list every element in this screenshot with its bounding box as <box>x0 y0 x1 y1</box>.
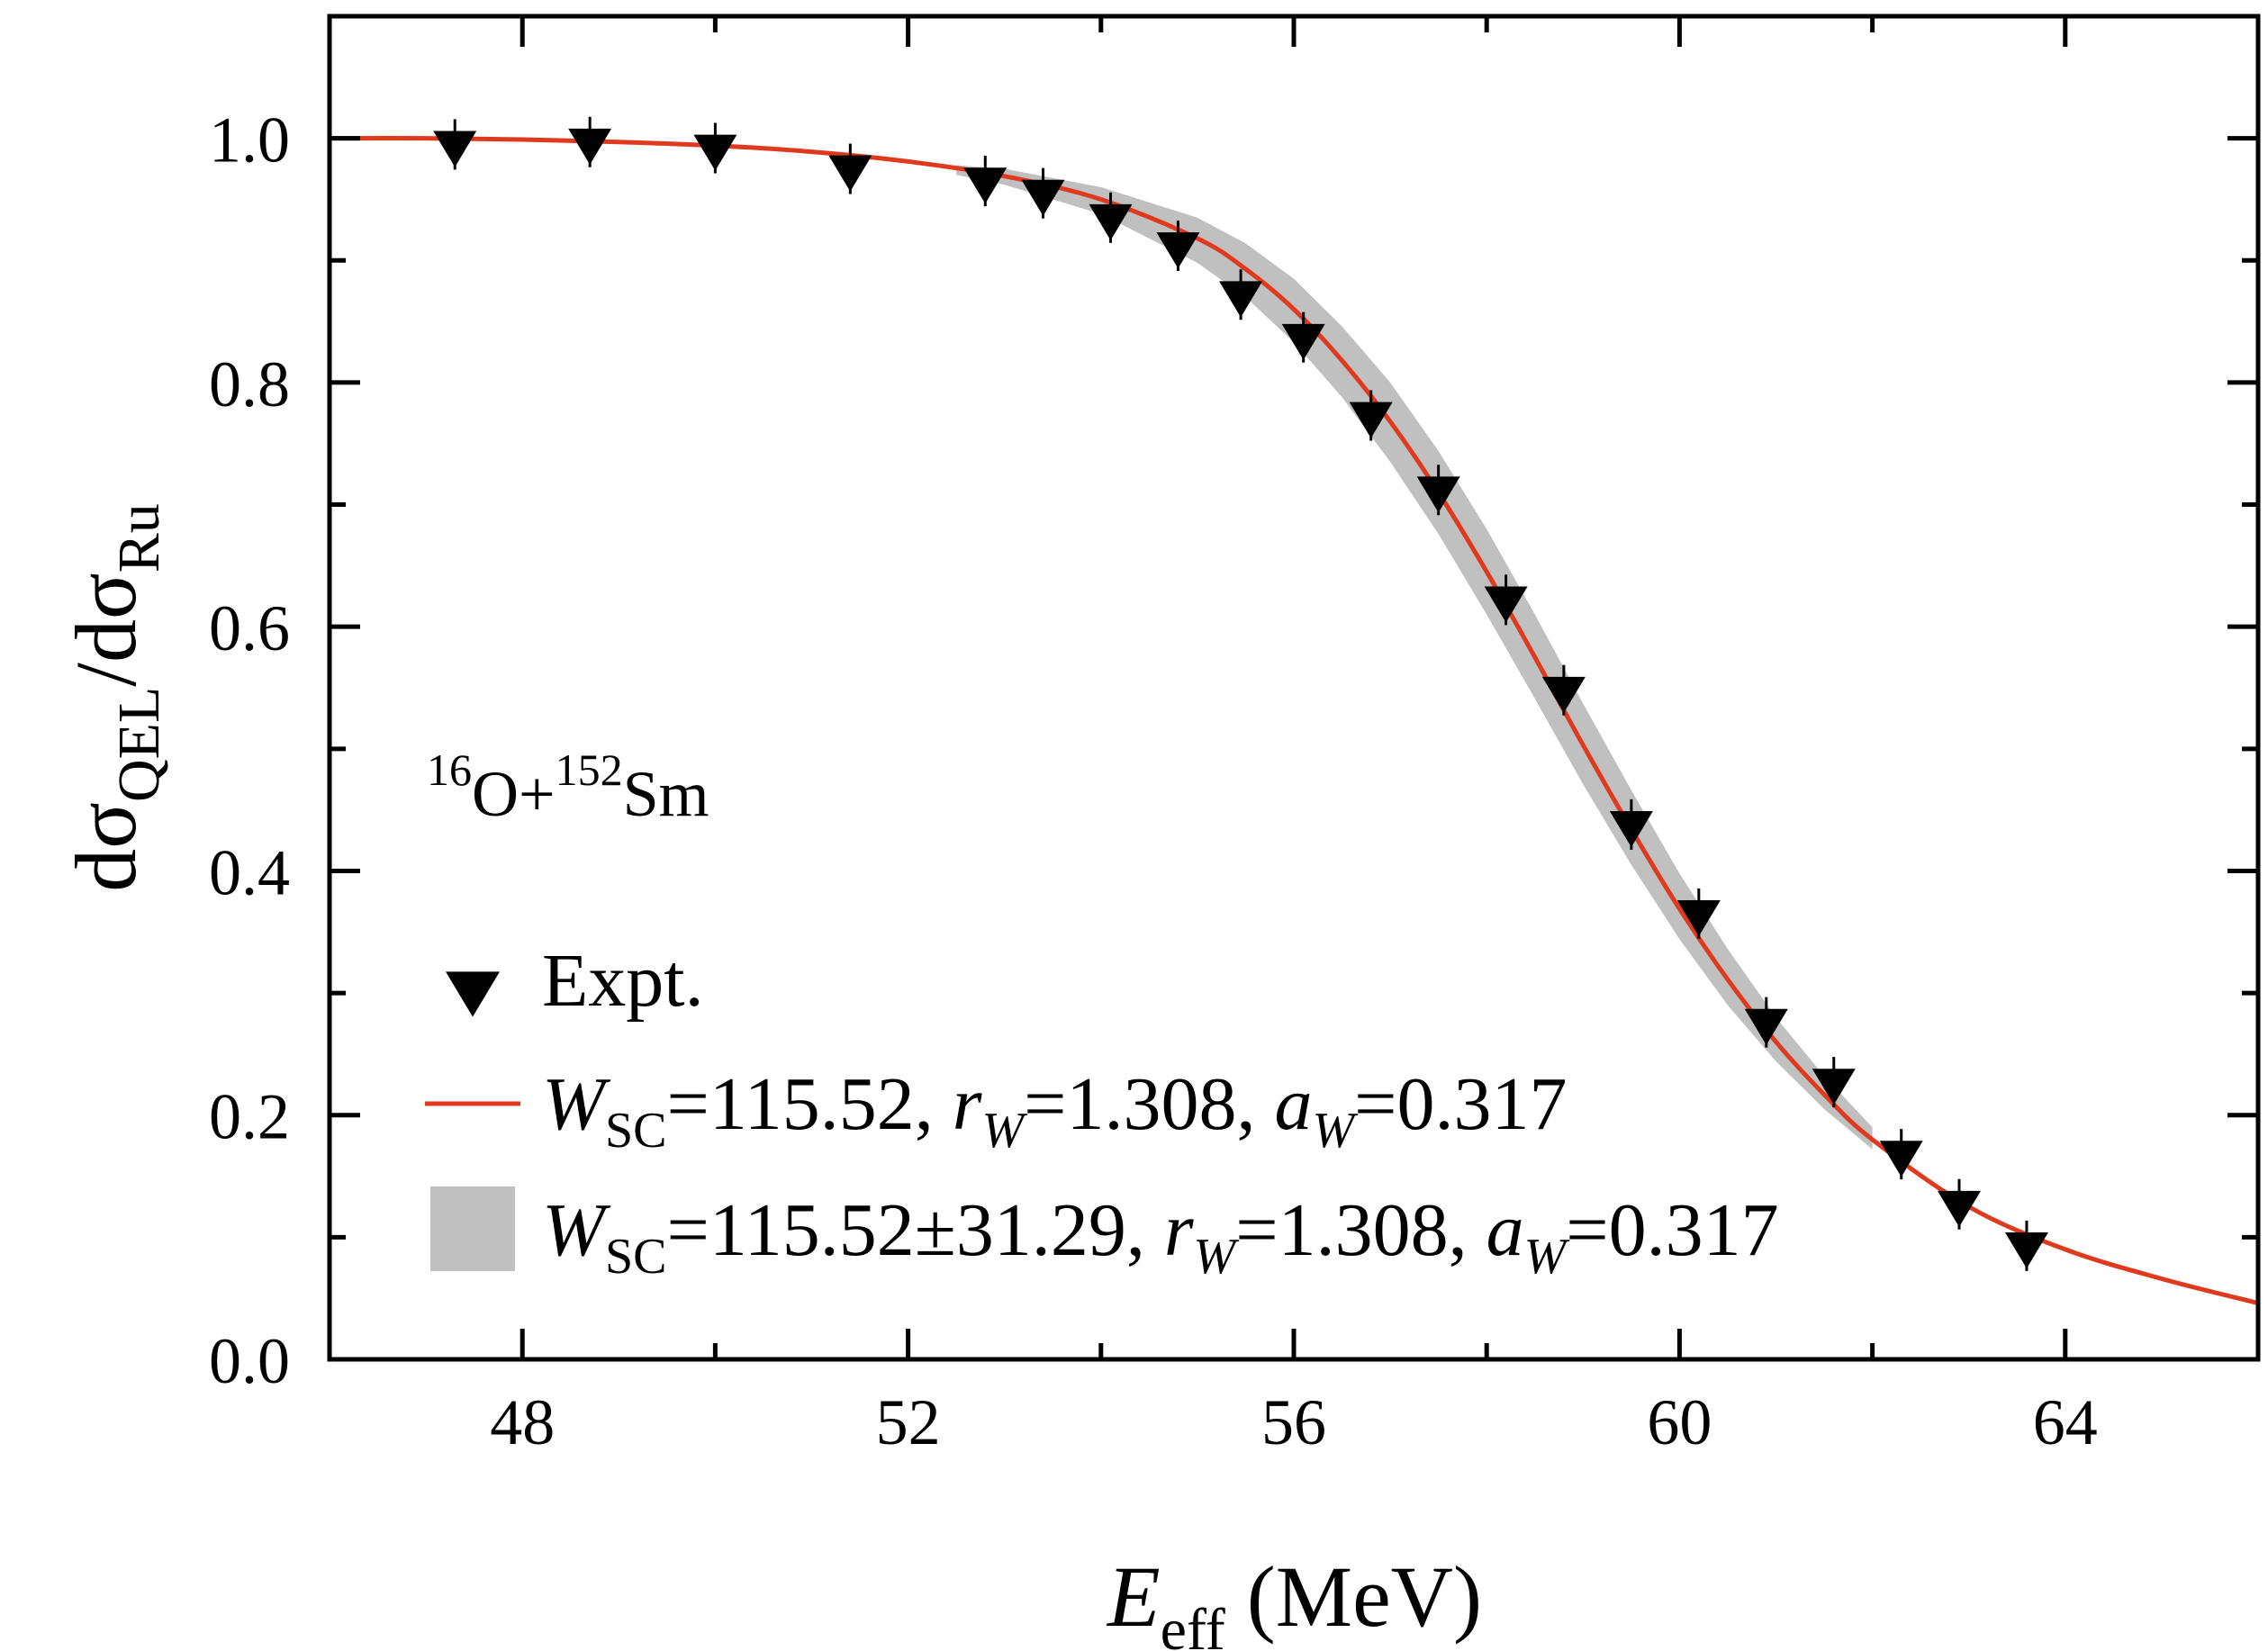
legend-fit-W: W <box>542 1062 611 1146</box>
legend-fit-r-val: =1.308, <box>1024 1062 1274 1146</box>
reaction-annotation: 16O+152Sm <box>427 744 709 830</box>
expt-point <box>963 167 1007 204</box>
legend-fit-r: r <box>953 1062 982 1146</box>
legend-band-label: WSC=115.52±31.29, rW=1.308, aW=0.317 <box>542 1188 1779 1285</box>
expt-point <box>1089 203 1133 240</box>
legend-fit-a: a <box>1274 1062 1312 1146</box>
y-axis-label-part2: /dσ <box>58 573 154 686</box>
x-tick-label: 64 <box>2033 1386 2098 1458</box>
expt-point <box>1156 232 1200 269</box>
legend-fit-label: WSC=115.52, rW=1.308, aW=0.317 <box>542 1062 1568 1159</box>
legend-band-W: W <box>542 1188 611 1272</box>
expt-point <box>1349 401 1393 438</box>
projectile-mass: 16 <box>427 744 472 795</box>
tick-layer: 48 52 56 60 64 0.0 0.2 0.4 0.6 0.8 1.0 <box>209 14 2261 1458</box>
x-tick-label: 48 <box>490 1386 555 1458</box>
x-axis-label-main: E <box>1106 1548 1161 1645</box>
legend-band-W-sub: SC <box>605 1229 667 1285</box>
expt-point <box>1416 476 1460 513</box>
fit-line-layer <box>330 136 2258 1306</box>
legend-fit-a-sub: W <box>1312 1103 1358 1159</box>
expt-point <box>1879 1141 1923 1177</box>
target-symbol: Sm <box>623 758 709 830</box>
expt-marker-layer <box>433 116 2048 1271</box>
expt-point <box>2004 1231 2048 1269</box>
legend-band-swatch <box>430 1186 515 1271</box>
y-tick-label: 1.0 <box>209 104 290 176</box>
y-axis-label-group: dσQEL/dσRu <box>58 503 172 892</box>
y-tick-label: 0.0 <box>209 1325 290 1397</box>
x-tick-label: 60 <box>1647 1386 1712 1458</box>
legend-expt-marker <box>446 971 500 1017</box>
legend-fit-W-val: =115.52, <box>666 1062 952 1146</box>
expt-point <box>1744 1008 1788 1045</box>
x-tick-label: 56 <box>1261 1386 1326 1458</box>
expt-point <box>1219 281 1263 318</box>
x-axis-label-sub: eff <box>1161 1597 1225 1651</box>
expt-point <box>828 155 872 192</box>
fit-line <box>330 136 2258 1306</box>
y-tick-label: 0.4 <box>209 836 290 908</box>
projectile-symbol: O+ <box>472 758 556 830</box>
expt-point <box>1609 811 1653 848</box>
legend-band-r-sub: W <box>1194 1229 1240 1285</box>
y-axis-label: dσQEL/dσRu <box>58 503 172 892</box>
legend-band-W-val: =115.52±31.29, <box>666 1188 1163 1272</box>
expt-point <box>693 134 737 171</box>
expt-point <box>1281 323 1325 360</box>
legend-band-r: r <box>1164 1188 1194 1272</box>
expt-point <box>433 131 477 167</box>
legend-band-a-val: =0.317 <box>1566 1188 1778 1272</box>
expt-point <box>1021 179 1065 216</box>
legend-band-r-val: =1.308, <box>1235 1188 1486 1272</box>
legend: Expt. WSC=115.52, rW=1.308, aW=0.317 WSC… <box>425 939 1779 1285</box>
y-tick-label: 0.6 <box>209 592 290 664</box>
legend-fit-r-sub: W <box>981 1103 1027 1159</box>
y-axis-label-sub2: Ru <box>106 503 172 573</box>
y-axis-label-sub1: QEL <box>106 687 172 802</box>
expt-point <box>1541 676 1586 713</box>
legend-band-a-sub: W <box>1524 1229 1570 1285</box>
legend-fit-a-val: =0.317 <box>1354 1062 1567 1146</box>
expt-point <box>1937 1190 1981 1227</box>
expt-point <box>1484 586 1528 623</box>
x-axis-label-unit: (MeV) <box>1225 1548 1482 1645</box>
x-axis-label: Eeff (MeV) <box>1106 1548 1482 1651</box>
legend-band-a: a <box>1486 1188 1524 1272</box>
legend-expt-label: Expt. <box>542 939 704 1023</box>
y-axis-label-part1: dσ <box>58 802 154 892</box>
expt-point <box>1676 900 1721 937</box>
expt-point <box>568 128 612 165</box>
target-mass: 152 <box>556 744 623 795</box>
y-tick-label: 0.8 <box>209 348 290 420</box>
expt-point <box>1812 1069 1856 1105</box>
y-tick-label: 0.2 <box>209 1081 290 1153</box>
legend-fit-W-sub: SC <box>605 1103 667 1159</box>
x-tick-label: 52 <box>876 1386 941 1458</box>
